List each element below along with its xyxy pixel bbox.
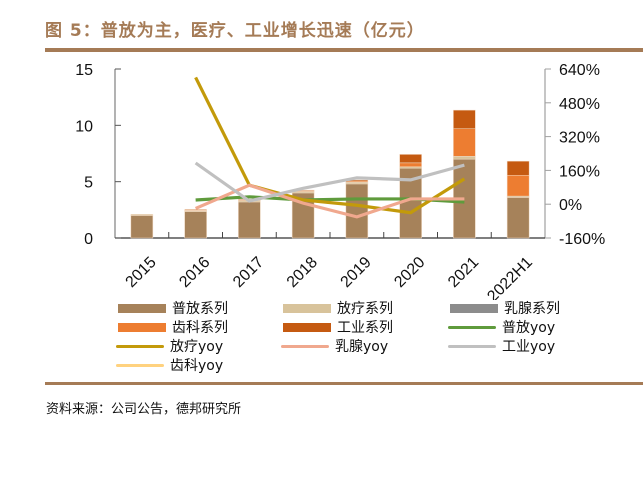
line-series [194, 183, 465, 219]
legend-label: 普放系列 [172, 301, 228, 317]
axes [114, 68, 551, 239]
legend-item: 工业yoy [448, 337, 555, 355]
bars [130, 109, 530, 239]
bar-segment [345, 183, 369, 239]
bar-segment [130, 215, 154, 239]
x-tick-label: 2018 [284, 254, 321, 291]
bar-segment [453, 156, 476, 160]
x-tick-label: 2021 [445, 254, 482, 291]
x-tick-label: 2015 [123, 254, 160, 291]
bar-segment [506, 174, 530, 197]
right-tick-label: 0% [559, 197, 582, 214]
legend-item: 乳腺yoy [281, 337, 388, 355]
chart: 0 5 10 15 -160% 0% 160% 320% 480% 640% 2015 2016 201… [75, 62, 605, 300]
legend-swatch [448, 344, 496, 348]
bar-segment [345, 181, 369, 185]
right-tick-label: 480% [559, 96, 600, 113]
right-tick-label: 320% [559, 130, 600, 147]
legend-swatch [448, 325, 496, 329]
legend-swatch [283, 303, 331, 313]
legend-label: 齿科系列 [172, 320, 228, 336]
x-tick-label: 2022H1 [484, 254, 536, 300]
bar-segment [506, 197, 530, 239]
bar-segment [399, 154, 422, 164]
legend-label: 放疗yoy [170, 339, 224, 355]
legend-item: 放疗系列 [283, 299, 393, 317]
legend-label: 放疗系列 [337, 301, 393, 317]
bar-segment [399, 162, 422, 168]
line-series [194, 76, 466, 215]
bar-segment [130, 214, 154, 216]
legend-item: 工业系列 [283, 318, 393, 336]
bar-segment [453, 109, 476, 129]
x-tick-label: 2016 [176, 254, 213, 291]
legend-label: 工业系列 [337, 320, 393, 336]
right-tick-label: 160% [559, 163, 600, 180]
left-tick-label: 0 [84, 231, 93, 248]
lines [194, 76, 466, 219]
figure-title: 图 5：普放为主，医疗、工业增长迅速（亿元） [45, 21, 425, 41]
legend-swatch [281, 344, 329, 348]
legend-item: 齿科yoy [116, 356, 223, 374]
legend-swatch [450, 303, 498, 313]
legend-label: 乳腺系列 [504, 301, 560, 317]
left-tick-label: 5 [84, 175, 93, 192]
legend-swatch [118, 303, 166, 313]
legend-item: 齿科系列 [118, 318, 228, 336]
legend-item: 放疗yoy [116, 337, 223, 355]
left-tick-label: 15 [75, 62, 93, 79]
legend-item: 乳腺系列 [450, 299, 560, 317]
legend-swatch [283, 322, 331, 332]
bar-segment [184, 209, 207, 211]
source-note: 资料来源：公司公告，德邦研究所 [46, 402, 242, 417]
bar-segment [238, 201, 261, 239]
bar-segment [453, 128, 476, 157]
x-tick-label: 2017 [230, 254, 267, 291]
right-tick-label: -160% [559, 231, 605, 248]
left-tick-label: 10 [75, 118, 93, 135]
legend-label: 齿科yoy [170, 358, 224, 374]
legend-item: 普放系列 [118, 299, 228, 317]
x-tick-label: 2019 [338, 254, 375, 291]
legend-item: 普放yoy [448, 318, 555, 336]
x-tick-label: 2020 [391, 254, 428, 291]
footer-divider [45, 382, 643, 385]
legend-swatch [116, 344, 164, 348]
legend-swatch [118, 322, 166, 332]
line-series [194, 161, 465, 203]
legend-label: 工业yoy [502, 339, 556, 355]
legend-label: 普放yoy [502, 320, 556, 336]
bar-segment [506, 160, 530, 176]
right-tick-label: 640% [559, 62, 600, 79]
legend-swatch [116, 363, 164, 367]
bar-segment [184, 211, 207, 239]
title-divider [45, 48, 643, 52]
legend-label: 乳腺yoy [335, 339, 389, 355]
